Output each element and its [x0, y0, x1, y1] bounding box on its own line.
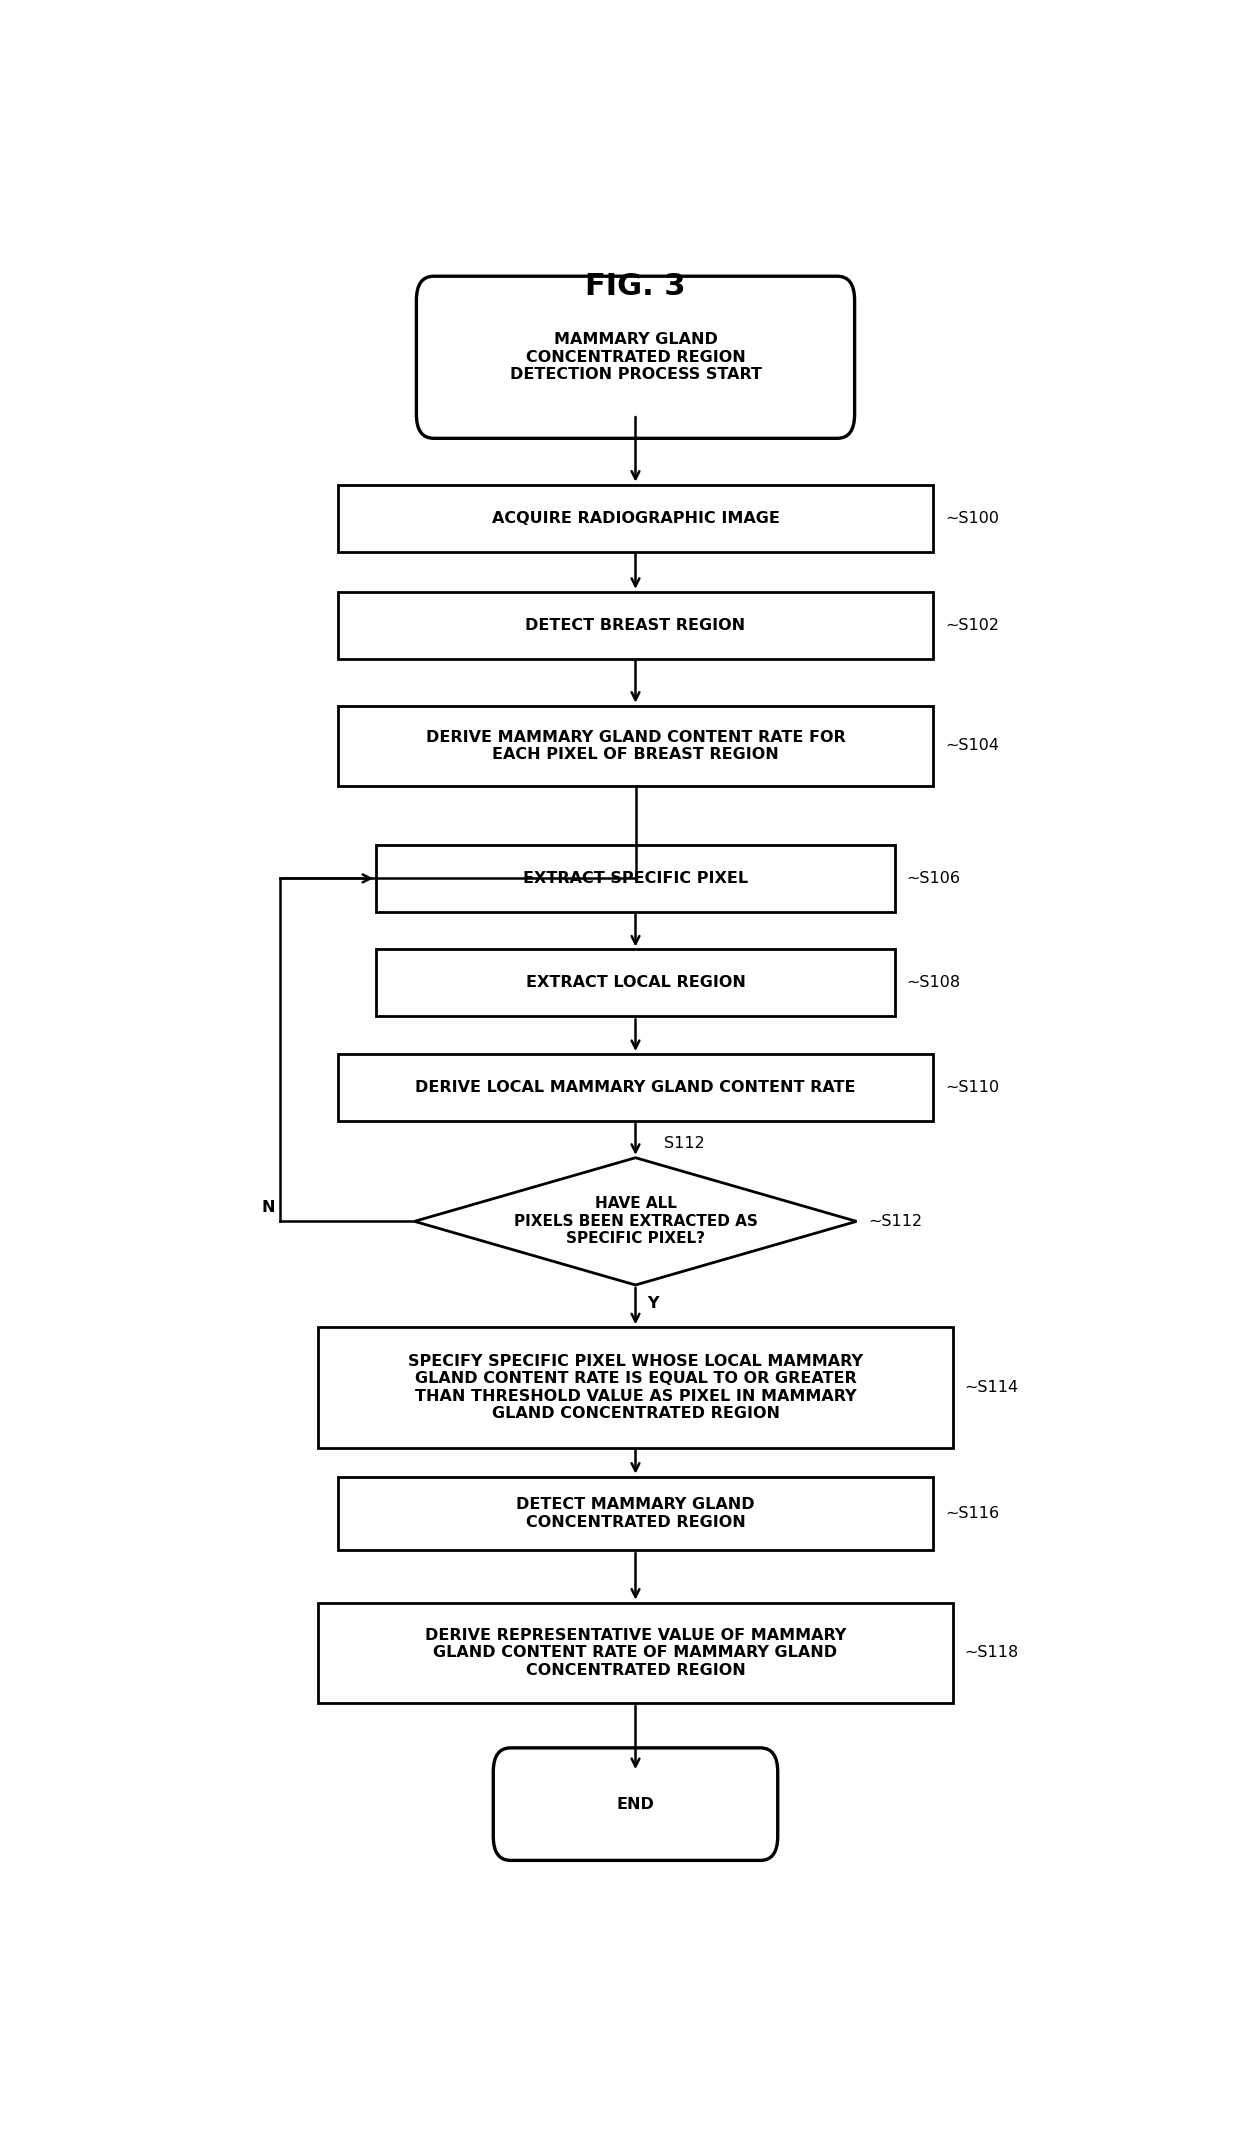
Text: ∼S106: ∼S106	[906, 871, 961, 886]
Text: ∼S100: ∼S100	[945, 511, 999, 526]
Text: ∼S112: ∼S112	[868, 1213, 923, 1228]
Text: EXTRACT SPECIFIC PIXEL: EXTRACT SPECIFIC PIXEL	[523, 871, 748, 886]
Bar	[376, 950, 895, 1016]
Text: ∼S108: ∼S108	[906, 976, 961, 991]
Text: ∼S102: ∼S102	[945, 618, 999, 633]
Text: ∼S104: ∼S104	[945, 738, 999, 753]
Text: ACQUIRE RADIOGRAPHIC IMAGE: ACQUIRE RADIOGRAPHIC IMAGE	[491, 511, 780, 526]
Bar	[376, 845, 895, 912]
Polygon shape	[414, 1158, 857, 1284]
FancyBboxPatch shape	[494, 1748, 777, 1860]
Bar	[337, 706, 934, 785]
Text: DETECT BREAST REGION: DETECT BREAST REGION	[526, 618, 745, 633]
FancyBboxPatch shape	[417, 276, 854, 439]
Text: HAVE ALL
PIXELS BEEN EXTRACTED AS
SPECIFIC PIXEL?: HAVE ALL PIXELS BEEN EXTRACTED AS SPECIF…	[513, 1196, 758, 1245]
Text: ∼S118: ∼S118	[965, 1646, 1018, 1661]
Text: Y: Y	[647, 1295, 658, 1310]
Text: S112: S112	[665, 1136, 706, 1151]
Bar	[337, 1053, 934, 1121]
Text: FIG. 3: FIG. 3	[585, 272, 686, 302]
Text: ∼S114: ∼S114	[965, 1380, 1018, 1395]
Bar	[337, 484, 934, 552]
Text: DERIVE REPRESENTATIVE VALUE OF MAMMARY
GLAND CONTENT RATE OF MAMMARY GLAND
CONCE: DERIVE REPRESENTATIVE VALUE OF MAMMARY G…	[425, 1629, 846, 1678]
Text: DERIVE LOCAL MAMMARY GLAND CONTENT RATE: DERIVE LOCAL MAMMARY GLAND CONTENT RATE	[415, 1081, 856, 1096]
Text: MAMMARY GLAND
CONCENTRATED REGION
DETECTION PROCESS START: MAMMARY GLAND CONCENTRATED REGION DETECT…	[510, 332, 761, 383]
Bar	[319, 1327, 952, 1449]
Text: DETECT MAMMARY GLAND
CONCENTRATED REGION: DETECT MAMMARY GLAND CONCENTRATED REGION	[516, 1498, 755, 1530]
Text: ∼S110: ∼S110	[945, 1081, 999, 1096]
Bar	[337, 1477, 934, 1549]
Text: EXTRACT LOCAL REGION: EXTRACT LOCAL REGION	[526, 976, 745, 991]
Text: DERIVE MAMMARY GLAND CONTENT RATE FOR
EACH PIXEL OF BREAST REGION: DERIVE MAMMARY GLAND CONTENT RATE FOR EA…	[425, 730, 846, 762]
Text: ∼S116: ∼S116	[945, 1507, 999, 1522]
Text: END: END	[616, 1798, 655, 1813]
Bar	[319, 1603, 952, 1703]
Text: N: N	[262, 1201, 275, 1216]
Text: SPECIFY SPECIFIC PIXEL WHOSE LOCAL MAMMARY
GLAND CONTENT RATE IS EQUAL TO OR GRE: SPECIFY SPECIFIC PIXEL WHOSE LOCAL MAMMA…	[408, 1355, 863, 1421]
Bar	[337, 593, 934, 659]
